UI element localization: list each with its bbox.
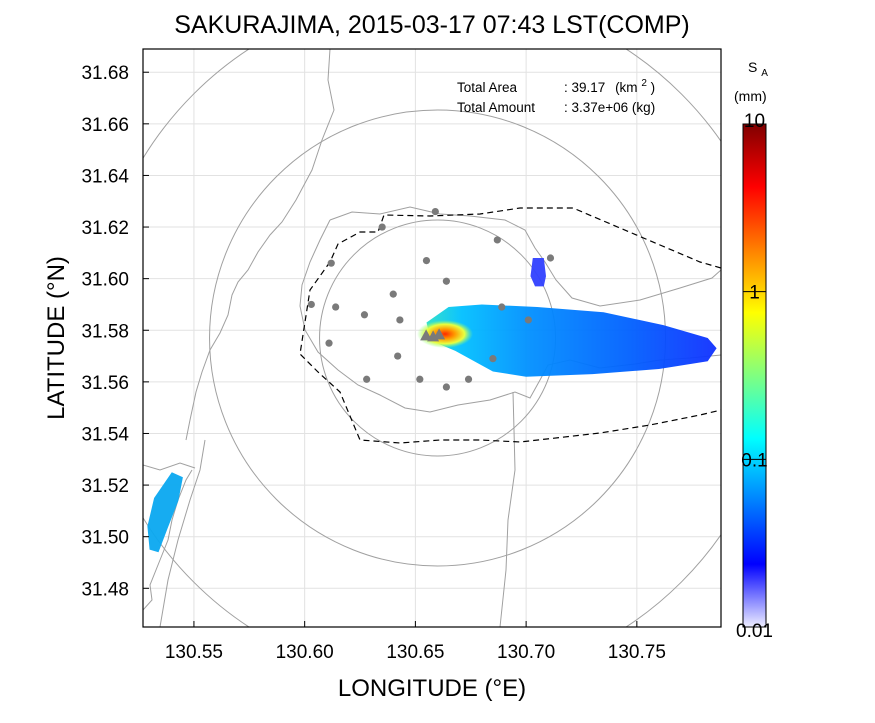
colorbar-tick-label: 0.1 (741, 450, 767, 471)
colorbar-unit: (mm) (734, 88, 767, 104)
total-area-value: : 39.17 (564, 80, 605, 95)
plume-main (426, 304, 717, 377)
colorbar-ticks: 10 1 0.1 0.01 (736, 111, 773, 642)
station-marker (394, 352, 402, 360)
station-marker (325, 339, 333, 347)
x-tick-label: 130.75 (608, 642, 666, 663)
y-tick-label: 31.60 (81, 270, 129, 291)
station-marker (307, 300, 315, 309)
station-marker (327, 259, 335, 267)
y-tick-label: 31.52 (81, 476, 129, 497)
y-tick-label: 31.56 (81, 373, 129, 394)
x-axis-label: LONGITUDE (°E) (338, 675, 526, 702)
total-area-label: Total Area (457, 80, 518, 95)
station-marker (442, 383, 450, 391)
station-marker (389, 290, 397, 298)
vent-marker (433, 328, 446, 340)
y-tick-label: 31.62 (81, 218, 129, 239)
area-unit-close: ) (651, 80, 656, 95)
station-marker (378, 223, 386, 231)
y-tick-label: 31.48 (81, 579, 129, 600)
station-marker (332, 303, 340, 311)
svg-text:S A: S A (748, 59, 768, 79)
plume-south-west (147, 472, 183, 553)
colorbar-label: S (748, 59, 757, 75)
station-marker (363, 375, 371, 383)
svg-text:: 39.17 (km 2: : 39.17 (km 2 ) (564, 74, 655, 95)
y-tick-label: 31.58 (81, 321, 129, 342)
total-amount-value: : 3.37e+06 (kg) (564, 100, 655, 115)
area-unit-open: (km (615, 80, 638, 95)
y-tick-label: 31.50 (81, 528, 129, 549)
coastline (143, 49, 721, 627)
station-markers (307, 207, 555, 391)
map-layer (143, 49, 721, 627)
colorbar-label-sub: A (761, 68, 768, 79)
vent-markers (420, 328, 446, 342)
station-marker (464, 375, 473, 383)
plume-layer (147, 258, 717, 553)
station-marker (360, 311, 369, 319)
colorbar: S A (mm) 10 1 0.1 0.01 (734, 59, 773, 642)
station-marker (422, 256, 431, 265)
plume-north-east-spot (530, 258, 546, 287)
area-unit-sup: 2 (641, 78, 647, 89)
colorbar-ramp (742, 123, 767, 628)
station-marker (431, 207, 439, 216)
station-marker (493, 236, 501, 244)
y-tick-label: 31.68 (81, 63, 129, 84)
plot-frame (142, 48, 722, 628)
y-axis-label: LATITUDE (°N) (43, 256, 70, 420)
station-marker (396, 316, 404, 324)
outline-boundary (299, 207, 721, 444)
vent-marker (420, 329, 433, 341)
info-box: Total Area : 39.17 (km 2 ) Total Amount … (457, 74, 655, 115)
station-marker (442, 277, 450, 285)
x-axis-ticks: 130.55 130.60 130.65 130.70 130.75 (165, 621, 666, 663)
station-marker (546, 254, 555, 262)
station-marker (498, 303, 506, 311)
colorbar-tick-label: 1 (749, 283, 760, 304)
x-tick-label: 130.65 (386, 642, 444, 663)
colorbar-tick-label: 10 (744, 111, 765, 132)
y-tick-label: 31.66 (81, 115, 129, 136)
x-tick-label: 130.55 (165, 642, 223, 663)
x-tick-label: 130.70 (497, 642, 555, 663)
x-tick-label: 130.60 (276, 642, 334, 663)
total-amount-label: Total Amount (457, 100, 535, 115)
station-marker (524, 316, 532, 324)
y-tick-label: 31.54 (81, 424, 129, 445)
station-marker (489, 355, 497, 363)
colorbar-tick-label: 0.01 (736, 621, 773, 642)
coastline-west (143, 469, 193, 611)
chart-title: SAKURAJIMA, 2015-03-17 07:43 LST(COMP) (174, 11, 689, 39)
y-tick-label: 31.64 (81, 166, 129, 187)
y-axis-ticks: 31.48 31.50 31.52 31.54 31.56 31.58 31.60 31.62… (81, 63, 149, 600)
station-marker (416, 375, 424, 383)
